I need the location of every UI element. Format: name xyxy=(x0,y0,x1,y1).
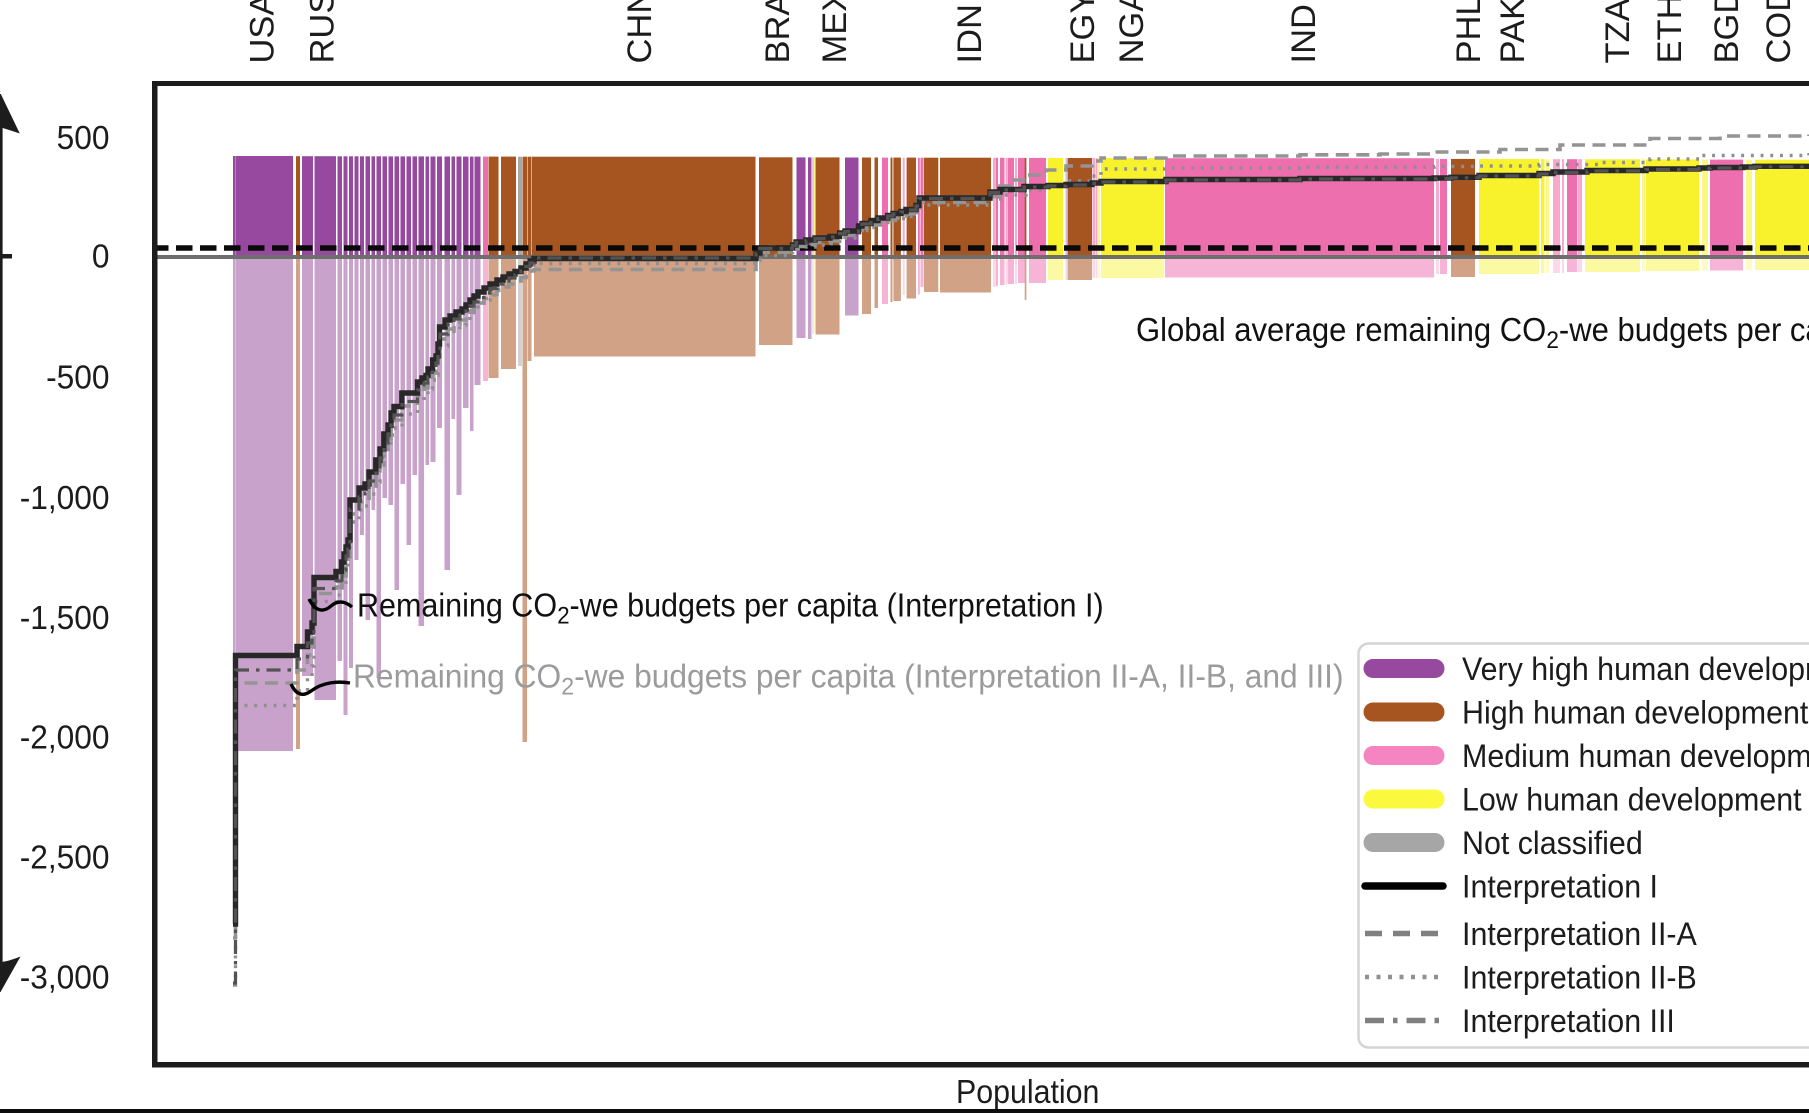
svg-text:-we budgets per capita (Interp: -we budgets per capita (Interpretation I… xyxy=(574,658,1343,695)
svg-text:0: 0 xyxy=(92,238,110,275)
svg-text:2: 2 xyxy=(1546,326,1559,353)
svg-text:Low human development: Low human development xyxy=(1462,782,1802,818)
svg-text:Population: Population xyxy=(956,1073,1099,1110)
svg-text:USA: USA xyxy=(244,0,282,64)
svg-text:-3,000: -3,000 xyxy=(20,959,110,996)
svg-text:-500: -500 xyxy=(46,359,109,396)
svg-text:Global average remaining CO: Global average remaining CO xyxy=(1136,311,1546,348)
svg-text:Medium human development: Medium human development xyxy=(1462,738,1809,774)
svg-text:Remaining CO: Remaining CO xyxy=(357,586,557,623)
svg-text:-2,500: -2,500 xyxy=(20,839,110,876)
svg-text:TZA: TZA xyxy=(1599,0,1637,64)
svg-text:COD: COD xyxy=(1760,0,1798,64)
svg-text:High human development: High human development xyxy=(1462,695,1809,731)
svg-text:Remaining CO: Remaining CO xyxy=(353,658,561,695)
svg-text:BRA: BRA xyxy=(759,0,797,64)
svg-text:CHN: CHN xyxy=(621,0,659,64)
svg-text:-we budgets per capita: -we budgets per capita xyxy=(1559,311,1809,348)
svg-text:IND: IND xyxy=(1285,4,1323,63)
svg-text:-2,000: -2,000 xyxy=(20,719,110,756)
svg-text:IDN: IDN xyxy=(951,4,989,63)
svg-text:Very high human development: Very high human development xyxy=(1462,651,1809,687)
svg-text:2: 2 xyxy=(557,602,569,629)
svg-text:Interpretation I: Interpretation I xyxy=(1462,869,1658,905)
svg-text:-1,000: -1,000 xyxy=(20,479,110,516)
svg-text:BGD: BGD xyxy=(1708,0,1746,64)
svg-text:ETH: ETH xyxy=(1651,0,1689,64)
svg-text:Interpretation II-A: Interpretation II-A xyxy=(1462,916,1697,952)
svg-text:Interpretation III: Interpretation III xyxy=(1462,1003,1675,1039)
svg-text:NGA: NGA xyxy=(1113,0,1151,64)
svg-text:500: 500 xyxy=(57,119,110,156)
svg-text:Interpretation II-B: Interpretation II-B xyxy=(1462,960,1697,996)
svg-text:PHL: PHL xyxy=(1450,0,1488,64)
svg-text:Not classified: Not classified xyxy=(1462,825,1643,861)
svg-text:PAK: PAK xyxy=(1494,0,1532,64)
svg-text:-we budgets per capita (Interp: -we budgets per capita (Interpretation I… xyxy=(570,586,1104,623)
svg-text:EGY: EGY xyxy=(1064,0,1102,64)
svg-text:2: 2 xyxy=(561,673,574,699)
svg-text:RUS: RUS xyxy=(304,0,342,64)
svg-text:-1,500: -1,500 xyxy=(20,599,110,636)
svg-text:MEX: MEX xyxy=(816,0,854,64)
